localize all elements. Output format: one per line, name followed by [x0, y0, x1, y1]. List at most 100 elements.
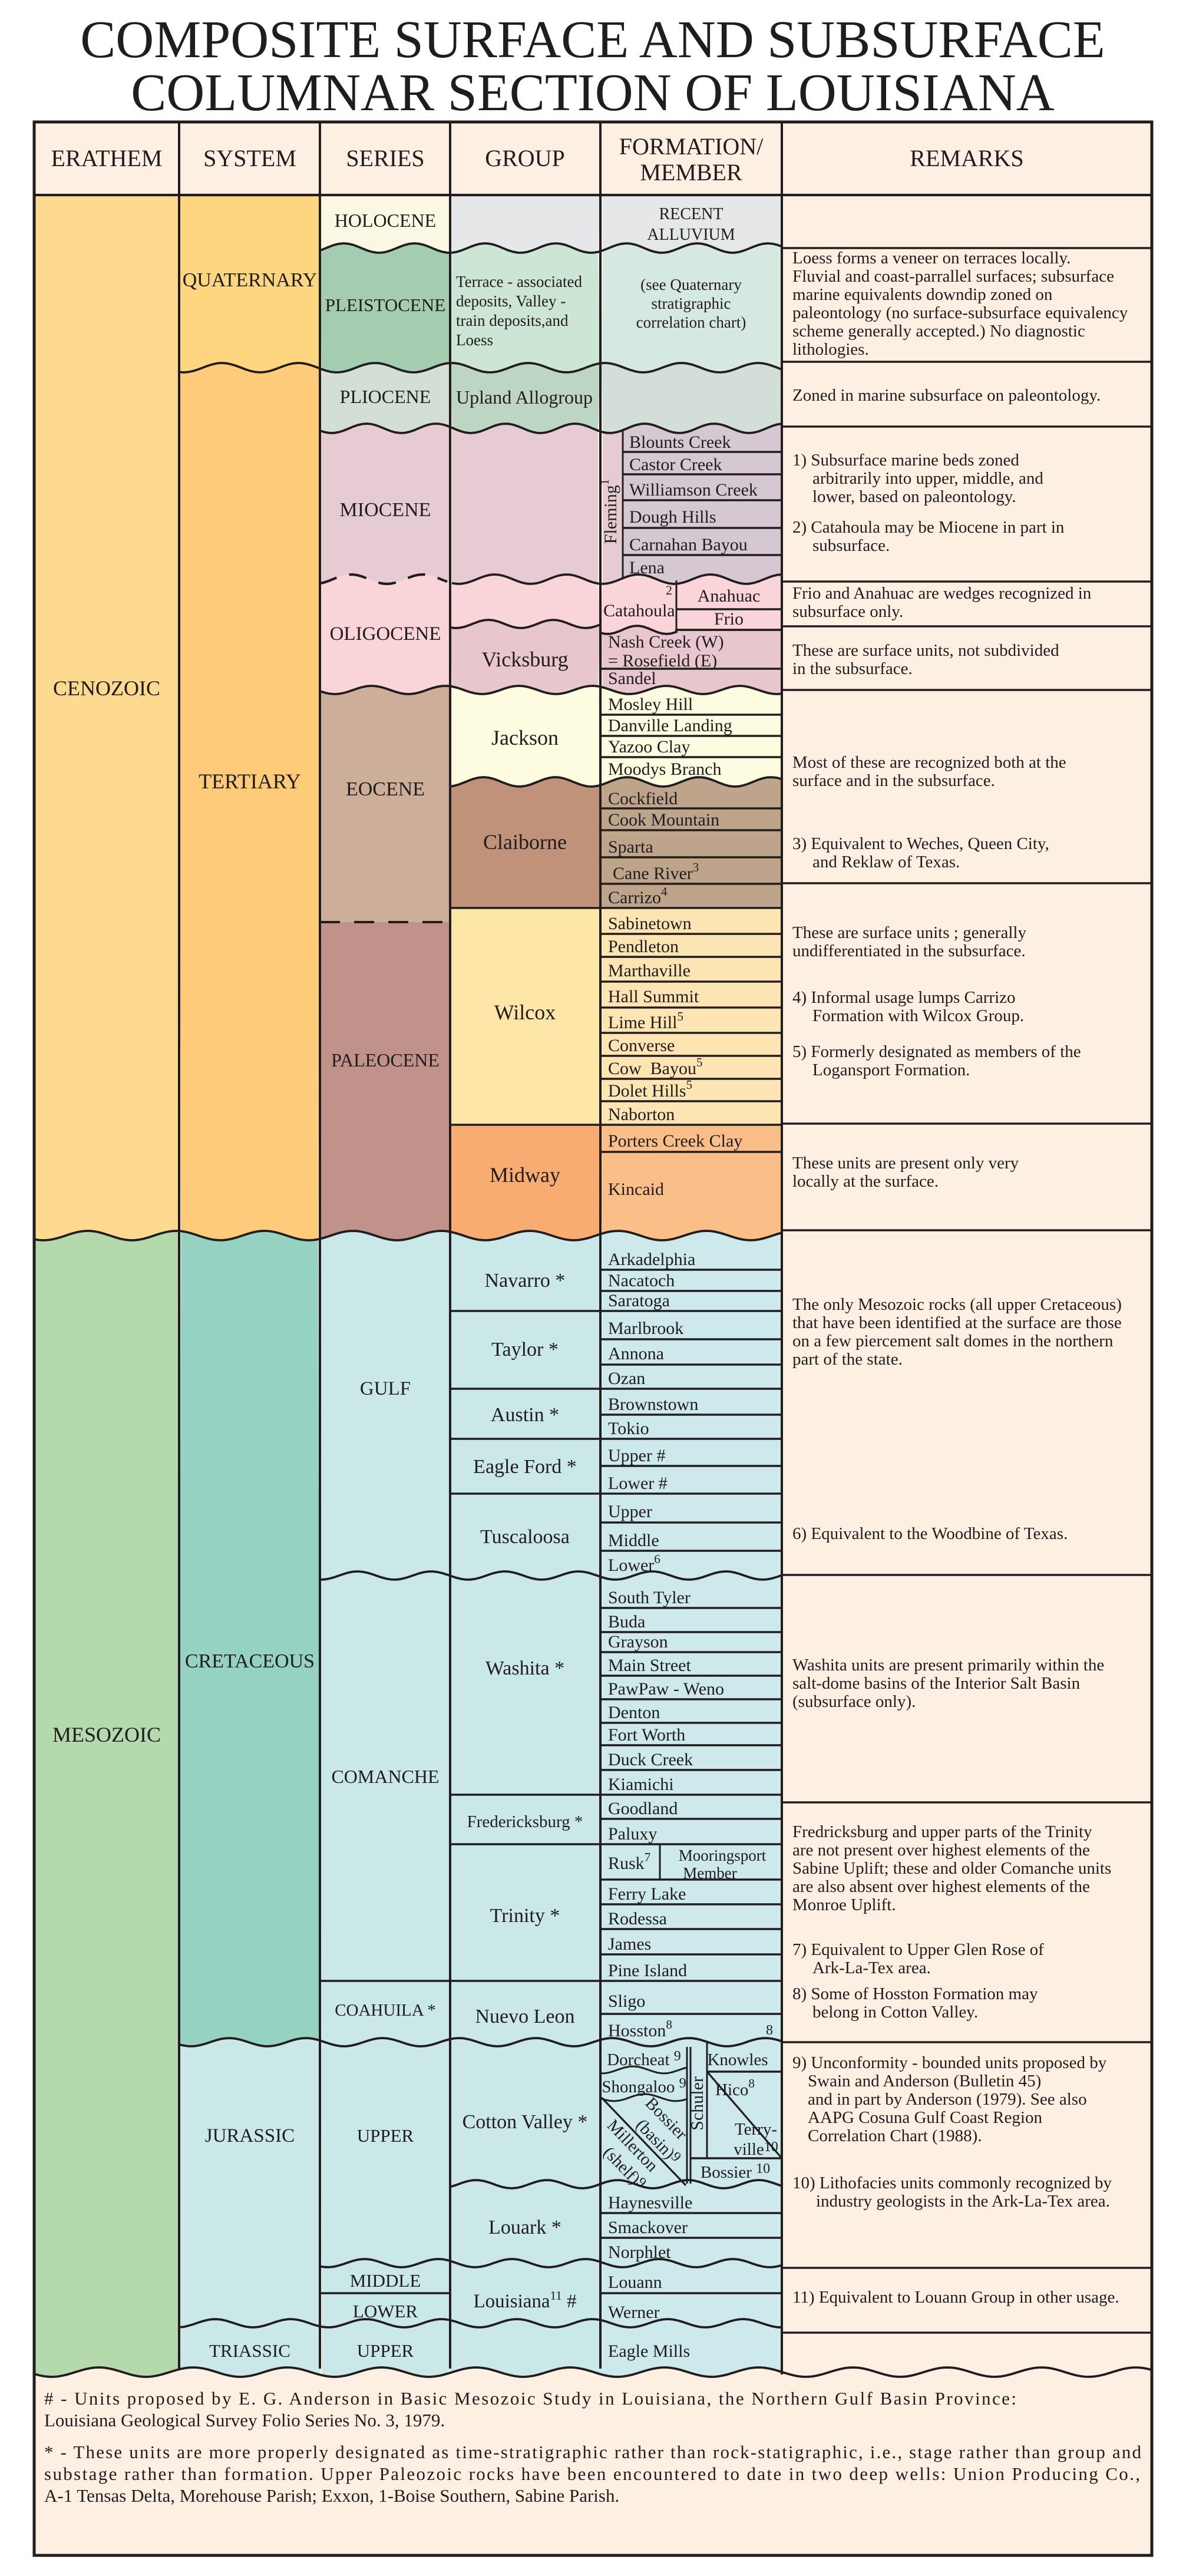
svg-text:MEMBER: MEMBER	[640, 159, 742, 186]
svg-text:# - Units proposed by E. G. An: # - Units proposed by E. G. Anderson in …	[44, 2388, 1016, 2409]
svg-text:Frio and Anahuac are wedges re: Frio and Anahuac are wedges recognized i…	[792, 584, 1092, 603]
svg-text:Lower #: Lower #	[608, 1474, 668, 1493]
svg-text:Midway: Midway	[490, 1163, 560, 1187]
svg-text:and in part by Anderson (1979): and in part by Anderson (1979). See also	[808, 2090, 1087, 2109]
svg-text:TRIASSIC: TRIASSIC	[209, 2340, 290, 2361]
svg-text:LOWER: LOWER	[353, 2301, 418, 2321]
svg-text:Upper: Upper	[608, 1502, 652, 1521]
svg-text:paleontology (no surface-subsu: paleontology (no surface-subsurface equi…	[792, 303, 1128, 322]
svg-text:1) Subsurface marine beds zone: 1) Subsurface marine beds zoned	[792, 451, 1019, 470]
svg-text:Member: Member	[683, 1864, 736, 1882]
svg-text:These are surface units ; gene: These are surface units ; generally	[792, 923, 1026, 942]
svg-text:Loess forms a veneer on terrac: Loess forms a veneer on terraces locally…	[792, 249, 1071, 267]
svg-text:HOLOCENE: HOLOCENE	[335, 210, 436, 231]
svg-text:The only Mesozoic rocks (all u: The only Mesozoic rocks (all upper Creta…	[792, 1295, 1122, 1314]
svg-text:Saratoga: Saratoga	[608, 1291, 670, 1310]
svg-text:EOCENE: EOCENE	[346, 778, 425, 800]
svg-text:scheme generally accepted.) No: scheme generally accepted.) No diagnosti…	[792, 322, 1085, 341]
svg-text:Lower6: Lower6	[608, 1552, 660, 1575]
svg-text:AAPG Cosuna Gulf Coast Region: AAPG Cosuna Gulf Coast Region	[808, 2108, 1042, 2127]
svg-text:lithologies.: lithologies.	[792, 340, 869, 359]
svg-text:REMARKS: REMARKS	[910, 145, 1023, 171]
svg-text:PawPaw - Weno: PawPaw - Weno	[608, 1679, 724, 1699]
svg-text:Brownstown: Brownstown	[608, 1395, 698, 1414]
svg-text:MIDDLE: MIDDLE	[350, 2270, 421, 2291]
svg-text:Paluxy: Paluxy	[608, 1824, 657, 1844]
svg-text:Denton: Denton	[608, 1703, 660, 1722]
svg-text:Sabine Uplift; these and older: Sabine Uplift; these and older Comanche …	[792, 1859, 1111, 1878]
svg-text:Swain and Anderson (Bulletin 4: Swain and Anderson (Bulletin 45)	[808, 2072, 1041, 2090]
svg-text:Trinity *: Trinity *	[490, 1905, 560, 1927]
svg-text:Blounts Creek: Blounts Creek	[629, 432, 731, 452]
svg-text:JURASSIC: JURASSIC	[205, 2125, 295, 2146]
svg-text:Kincaid: Kincaid	[608, 1180, 664, 1199]
svg-text:6) Equivalent to the Woodbine: 6) Equivalent to the Woodbine of Texas.	[792, 1524, 1068, 1543]
svg-text:GULF: GULF	[360, 1378, 411, 1399]
svg-text:Sparta: Sparta	[608, 837, 653, 857]
svg-text:Sandel: Sandel	[608, 669, 656, 688]
svg-text:Haynesville: Haynesville	[608, 2193, 692, 2212]
svg-text:Wilcox: Wilcox	[494, 1000, 556, 1024]
svg-text:2: 2	[666, 583, 672, 597]
svg-text:COMPOSITE SURFACE AND SUBSURFA: COMPOSITE SURFACE AND SUBSURFACE	[80, 11, 1105, 69]
svg-text:CRETACEOUS: CRETACEOUS	[185, 1650, 315, 1672]
svg-text:stratigraphic: stratigraphic	[652, 295, 731, 312]
svg-text:Anahuac: Anahuac	[698, 586, 761, 606]
svg-text:substage rather than formation: substage rather than formation. Upper Pa…	[44, 2463, 1140, 2484]
svg-text:Terry-: Terry-	[735, 2120, 777, 2139]
svg-text:Carrizo4: Carrizo4	[608, 884, 668, 907]
svg-text:CENOZOIC: CENOZOIC	[53, 676, 160, 700]
svg-text:Buda: Buda	[608, 1612, 645, 1632]
svg-text:Ark-La-Tex area.: Ark-La-Tex area.	[812, 1959, 931, 1977]
svg-text:Austin *: Austin *	[491, 1404, 559, 1426]
svg-text:part of the state.: part of the state.	[792, 1350, 903, 1369]
svg-text:James: James	[608, 1934, 651, 1954]
svg-text:UPPER: UPPER	[357, 2340, 414, 2361]
svg-text:Moodys Branch: Moodys Branch	[608, 759, 721, 779]
svg-text:PALEOCENE: PALEOCENE	[331, 1049, 440, 1071]
svg-text:Nuevo Leon: Nuevo Leon	[475, 2006, 574, 2027]
svg-text:Taylor *: Taylor *	[491, 1339, 559, 1360]
svg-text:Yazoo Clay: Yazoo Clay	[608, 737, 690, 757]
svg-text:subsurface.: subsurface.	[812, 536, 890, 555]
svg-text:Cockfield: Cockfield	[608, 789, 678, 808]
svg-text:Converse: Converse	[608, 1036, 675, 1055]
svg-text:PLIOCENE: PLIOCENE	[340, 386, 431, 407]
svg-text:Loess: Loess	[456, 331, 493, 349]
svg-text:Upper #: Upper #	[608, 1446, 665, 1465]
svg-text:UPPER: UPPER	[357, 2125, 414, 2146]
svg-text:QUATERNARY: QUATERNARY	[183, 269, 318, 291]
svg-text:A-1 Tensas Delta, Morehouse Pa: A-1 Tensas Delta, Morehouse Parish; Exxo…	[44, 2485, 619, 2506]
svg-text:locally at the surface.: locally at the surface.	[792, 1172, 939, 1191]
svg-text:salt-dome basins of the Interi: salt-dome basins of the Interior Salt Ba…	[792, 1674, 1081, 1693]
svg-text:GROUP: GROUP	[485, 145, 565, 171]
svg-text:Logansport Formation.: Logansport Formation.	[812, 1061, 970, 1079]
svg-text:Formation with Wilcox Group.: Formation with Wilcox Group.	[812, 1006, 1024, 1025]
svg-text:MIOCENE: MIOCENE	[340, 499, 431, 521]
svg-text:(see Quaternary: (see Quaternary	[640, 276, 742, 293]
svg-text:10) Lithofacies units commonly: 10) Lithofacies units commonly recognize…	[792, 2174, 1112, 2192]
svg-text:Correlation Chart (1988).: Correlation Chart (1988).	[808, 2126, 982, 2145]
svg-text:3) Equivalent to Weches, Queen: 3) Equivalent to Weches, Queen City,	[792, 834, 1049, 853]
svg-text:Middle: Middle	[608, 1531, 659, 1550]
svg-text:Shongaloo 9: Shongaloo 9	[602, 2076, 686, 2096]
svg-text:Schuler: Schuler	[688, 2076, 707, 2131]
svg-text:subsurface only.: subsurface only.	[792, 602, 903, 621]
svg-text:COLUMNAR SECTION OF LOUISIANA: COLUMNAR SECTION OF LOUISIANA	[131, 64, 1055, 122]
svg-text:Mooringsport: Mooringsport	[679, 1847, 767, 1864]
svg-text:Monroe Uplift.: Monroe Uplift.	[792, 1895, 896, 1914]
svg-text:deposits, Valley -: deposits, Valley -	[456, 292, 566, 310]
svg-text:Cook Mountain: Cook Mountain	[608, 810, 719, 830]
svg-text:Marthaville: Marthaville	[608, 961, 691, 980]
svg-text:Eagle Mills: Eagle Mills	[608, 2341, 690, 2361]
svg-text:Washita units are present prim: Washita units are present primarily with…	[792, 1656, 1104, 1675]
svg-text:Castor Creek: Castor Creek	[629, 455, 722, 474]
svg-text:Pendleton: Pendleton	[608, 937, 679, 956]
svg-text:on a few piercement salt domes: on a few piercement salt domes in the no…	[792, 1332, 1114, 1350]
svg-text:Fleming1: Fleming1	[597, 479, 620, 544]
svg-text:marine equivalents downdip zon: marine equivalents downdip zoned on	[792, 285, 1053, 304]
svg-text:correlation chart): correlation chart)	[636, 313, 746, 331]
svg-text:Nacatoch: Nacatoch	[608, 1271, 675, 1290]
svg-text:RECENT: RECENT	[659, 205, 724, 223]
svg-text:TERTIARY: TERTIARY	[199, 770, 301, 793]
